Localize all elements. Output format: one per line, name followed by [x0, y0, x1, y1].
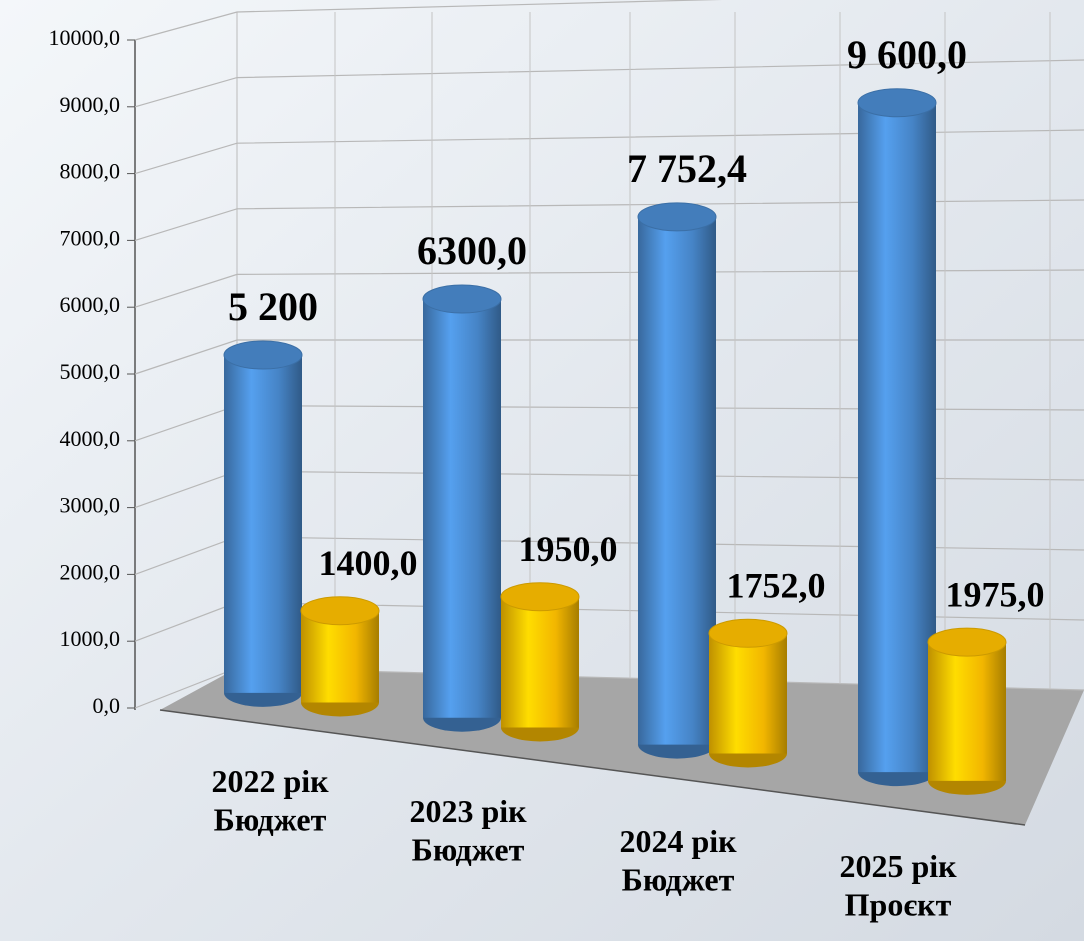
bar — [224, 355, 302, 693]
y-tick-label: 7000,0 — [60, 225, 121, 250]
y-tick-label: 1000,0 — [60, 626, 121, 651]
bar — [638, 217, 716, 745]
value-label: 1752,0 — [727, 566, 826, 606]
bar-top — [638, 203, 716, 231]
bar-top — [224, 341, 302, 369]
y-tick-label: 4000,0 — [60, 426, 121, 451]
y-tick-label: 6000,0 — [60, 292, 121, 317]
bar-top — [709, 619, 787, 647]
bar — [501, 597, 579, 728]
value-label: 9 600,0 — [847, 32, 967, 77]
bar — [928, 642, 1006, 781]
page: {"chart_data": {"type": "bar3d", "catego… — [0, 0, 1084, 941]
y-tick-label: 5000,0 — [60, 359, 121, 384]
chart: 0,0 1000,0 2000,0 3000,0 4000,0 5000,0 6000,0 7… — [0, 0, 1084, 941]
value-label: 6300,0 — [417, 228, 527, 273]
value-label: 7 752,4 — [627, 146, 747, 191]
bar-top — [858, 89, 936, 117]
bar-top — [423, 285, 501, 313]
bar — [858, 103, 936, 772]
y-tick-label: 3000,0 — [60, 493, 121, 518]
value-label: 1400,0 — [319, 543, 418, 583]
y-tick-label: 10000,0 — [49, 25, 121, 50]
bar-top — [928, 628, 1006, 656]
value-label: 1975,0 — [946, 574, 1045, 614]
bar-top — [301, 597, 379, 625]
value-label: 1950,0 — [519, 529, 618, 569]
y-tick-label: 8000,0 — [60, 159, 121, 184]
bar — [423, 299, 501, 718]
y-tick-label: 2000,0 — [60, 559, 121, 584]
value-label: 5 200 — [228, 284, 318, 329]
y-tick-label: 0,0 — [93, 693, 121, 718]
bar — [709, 633, 787, 753]
y-tick-label: 9000,0 — [60, 92, 121, 117]
bar-top — [501, 583, 579, 611]
